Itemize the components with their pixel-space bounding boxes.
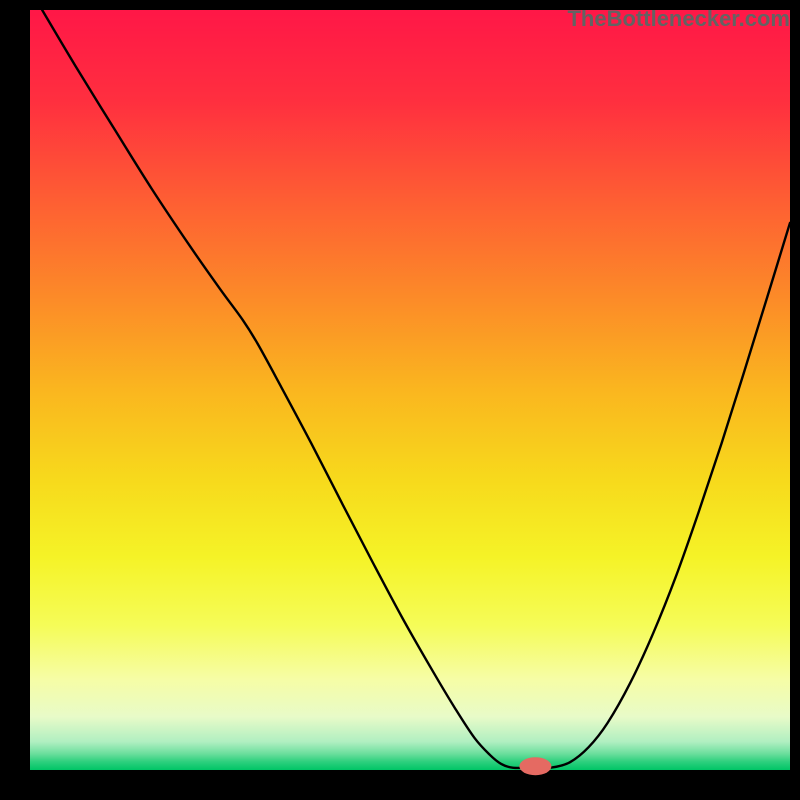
chart-container: TheBottlenecker.com (0, 0, 800, 800)
optimal-marker (519, 757, 551, 775)
chart-svg (0, 0, 800, 800)
gradient-background (30, 10, 790, 770)
watermark-text: TheBottlenecker.com (567, 6, 790, 32)
